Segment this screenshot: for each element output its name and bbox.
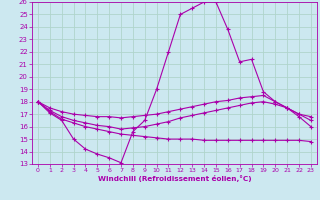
X-axis label: Windchill (Refroidissement éolien,°C): Windchill (Refroidissement éolien,°C) — [98, 175, 251, 182]
